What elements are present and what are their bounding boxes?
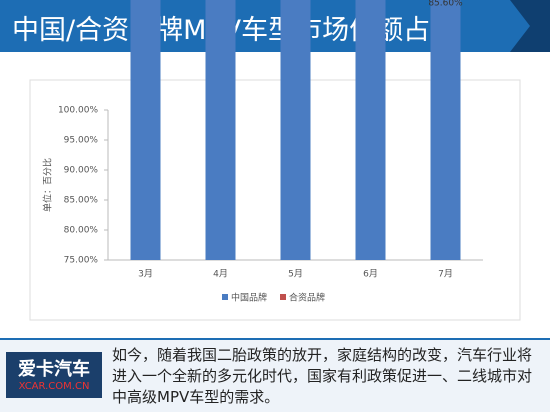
y-tick-label: 75.00%: [64, 256, 99, 266]
x-tick-label: 6月: [363, 269, 378, 280]
legend-swatch: [280, 294, 286, 300]
y-tick-label: 90.00%: [64, 166, 99, 176]
y-tick-label: 100.00%: [58, 106, 98, 116]
x-tick-label: 7月: [438, 269, 453, 280]
chart-frame: [29, 79, 521, 321]
y-tick-label: 80.00%: [64, 226, 99, 236]
bar-segment: [355, 0, 386, 260]
bar-segment: [430, 0, 461, 260]
value-label: 85.60%: [428, 0, 463, 9]
x-tick-label: 3月: [138, 269, 153, 280]
bar-segment: [205, 0, 236, 260]
bar-segment: [130, 0, 161, 260]
value-label: 88.00%: [203, 0, 238, 2]
legend-swatch: [222, 294, 228, 300]
chart: 单位：百分比 75.00% 80.00% 85.00% 90.00% 95.00% 100…: [29, 0, 521, 321]
y-tick-label: 85.00%: [64, 196, 99, 206]
arrow-icon: [510, 0, 550, 52]
logo: 爱卡汽车 XCAR.COM.CN: [6, 352, 102, 398]
legend-label: 中国品牌: [231, 292, 267, 304]
value-label: 87.50%: [353, 0, 388, 3]
logo-text: 爱卡汽车: [18, 359, 90, 380]
x-tick-label: 5月: [288, 269, 303, 280]
logo-sub: XCAR.COM.CN: [18, 381, 90, 392]
y-tick-label: 95.00%: [64, 136, 99, 146]
legend-label: 合资品牌: [289, 292, 325, 304]
y-axis-label: 单位：百分比: [42, 158, 54, 212]
bar-segment: [280, 0, 311, 260]
footer: 爱卡汽车 XCAR.COM.CN 如今，随着我国二胎政策的放开，家庭结构的改变，…: [0, 338, 550, 412]
footer-text: 如今，随着我国二胎政策的放开，家庭结构的改变，汽车行业将进入一个全新的多元化时代…: [112, 346, 533, 406]
x-tick-label: 4月: [213, 269, 228, 280]
value-label: 87.50%: [278, 0, 313, 3]
